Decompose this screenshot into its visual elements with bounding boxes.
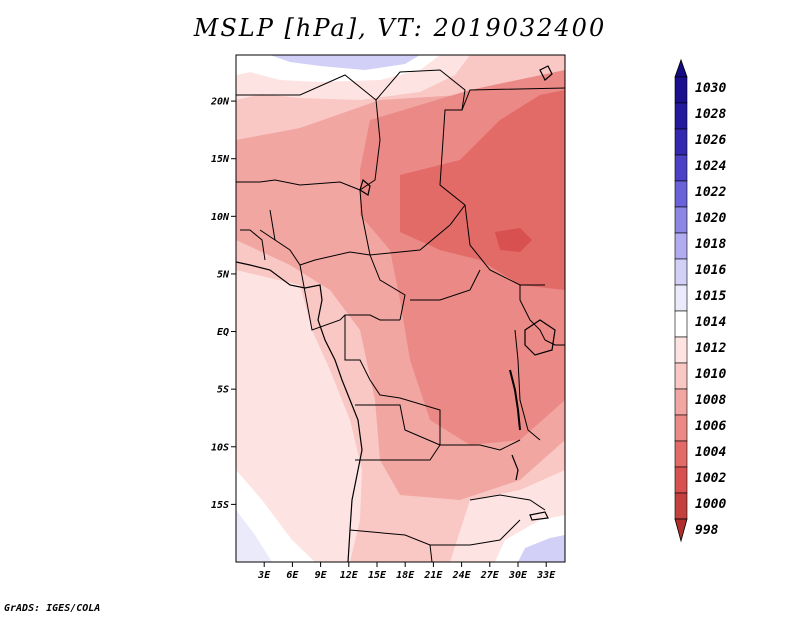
colorbar-label: 1015 (695, 289, 726, 304)
colorbar-swatch (674, 466, 688, 494)
colorbar-label: 1014 (695, 315, 726, 330)
colorbar-label: 1024 (695, 159, 726, 174)
field-1016-se (518, 535, 565, 562)
colorbar-swatch (674, 388, 688, 416)
lat-tick-label: 15S (211, 500, 229, 511)
colorbar-swatch (674, 492, 688, 520)
colorbar-swatch (674, 440, 688, 468)
lat-tick-label: 5N (217, 269, 230, 280)
colorbar-swatch (674, 362, 688, 390)
lon-tick-label: 15E (368, 570, 387, 581)
colorbar-label: 1004 (695, 445, 726, 460)
lon-tick-label: 21E (423, 570, 443, 581)
colorbar-label: 1030 (695, 81, 726, 96)
lat-tick-label: 10S (211, 442, 229, 453)
lon-tick-label: 12E (340, 570, 359, 581)
latitude-axis: 20N 15N 10N 5N EQ 5S 10S 15S (210, 97, 236, 511)
colorbar-label: 1000 (695, 497, 726, 512)
colorbar-swatch (674, 258, 688, 286)
colorbar-top-arrow (674, 58, 688, 78)
colorbar-swatch (674, 310, 688, 338)
grads-credit: GrADS: IGES/COLA (4, 603, 101, 614)
colorbar-swatch (674, 336, 688, 364)
colorbar-swatch (674, 154, 688, 182)
colorbar-swatch (674, 284, 688, 312)
colorbar-label: 1018 (695, 237, 726, 252)
lat-tick-label: 10N (211, 212, 230, 223)
colorbar-label: 1008 (695, 393, 726, 408)
field-1016-north (270, 55, 420, 70)
mslp-map (236, 55, 565, 562)
lon-tick-label: 30E (508, 570, 528, 581)
map-title: MSLP [hPa], VT: 2019032400 (193, 14, 607, 42)
colorbar-label: 1016 (695, 263, 726, 278)
colorbar: 1030 1028 1026 1024 1022 1020 1018 1016 1015 1014… (674, 58, 726, 543)
field-1015-sw (236, 510, 272, 562)
lon-tick-label: 6E (286, 570, 299, 581)
lat-tick-label: EQ (217, 327, 229, 338)
lat-tick-label: 20N (210, 97, 230, 108)
lon-tick-label: 33E (536, 570, 556, 581)
lat-tick-label: 15N (211, 154, 230, 165)
colorbar-label: 1026 (695, 133, 726, 148)
colorbar-bottom-arrow (674, 518, 688, 543)
lon-tick-label: 18E (396, 570, 415, 581)
longitude-axis: 3E 6E 9E 12E 15E 18E 21E 24E 27E 30E 33E (257, 562, 556, 581)
lon-tick-label: 3E (257, 570, 271, 581)
lat-tick-label: 5S (217, 385, 229, 396)
country-borders (236, 69, 565, 562)
map-frame (235, 54, 566, 563)
lon-tick-label: 27E (480, 570, 500, 581)
field-1012-atlantic (236, 270, 362, 562)
colorbar-label: 1012 (695, 341, 726, 356)
coastlines (236, 65, 556, 562)
colorbar-swatch (674, 102, 688, 130)
colorbar-label: 998 (695, 523, 719, 538)
lon-tick-label: 9E (315, 570, 328, 581)
colorbar-swatch (674, 414, 688, 442)
colorbar-label: 1022 (695, 185, 726, 200)
colorbar-swatch (674, 76, 688, 104)
colorbar-label: 1010 (695, 367, 726, 382)
field-1002 (495, 228, 532, 252)
colorbar-swatch (674, 180, 688, 208)
colorbar-swatch (674, 128, 688, 156)
colorbar-label: 1028 (695, 107, 726, 122)
colorbar-label: 1006 (695, 419, 726, 434)
colorbar-swatch (674, 232, 688, 260)
lon-tick-label: 24E (452, 570, 472, 581)
colorbar-label: 1020 (695, 211, 726, 226)
colorbar-label: 1002 (695, 471, 726, 486)
colorbar-swatch (674, 206, 688, 234)
